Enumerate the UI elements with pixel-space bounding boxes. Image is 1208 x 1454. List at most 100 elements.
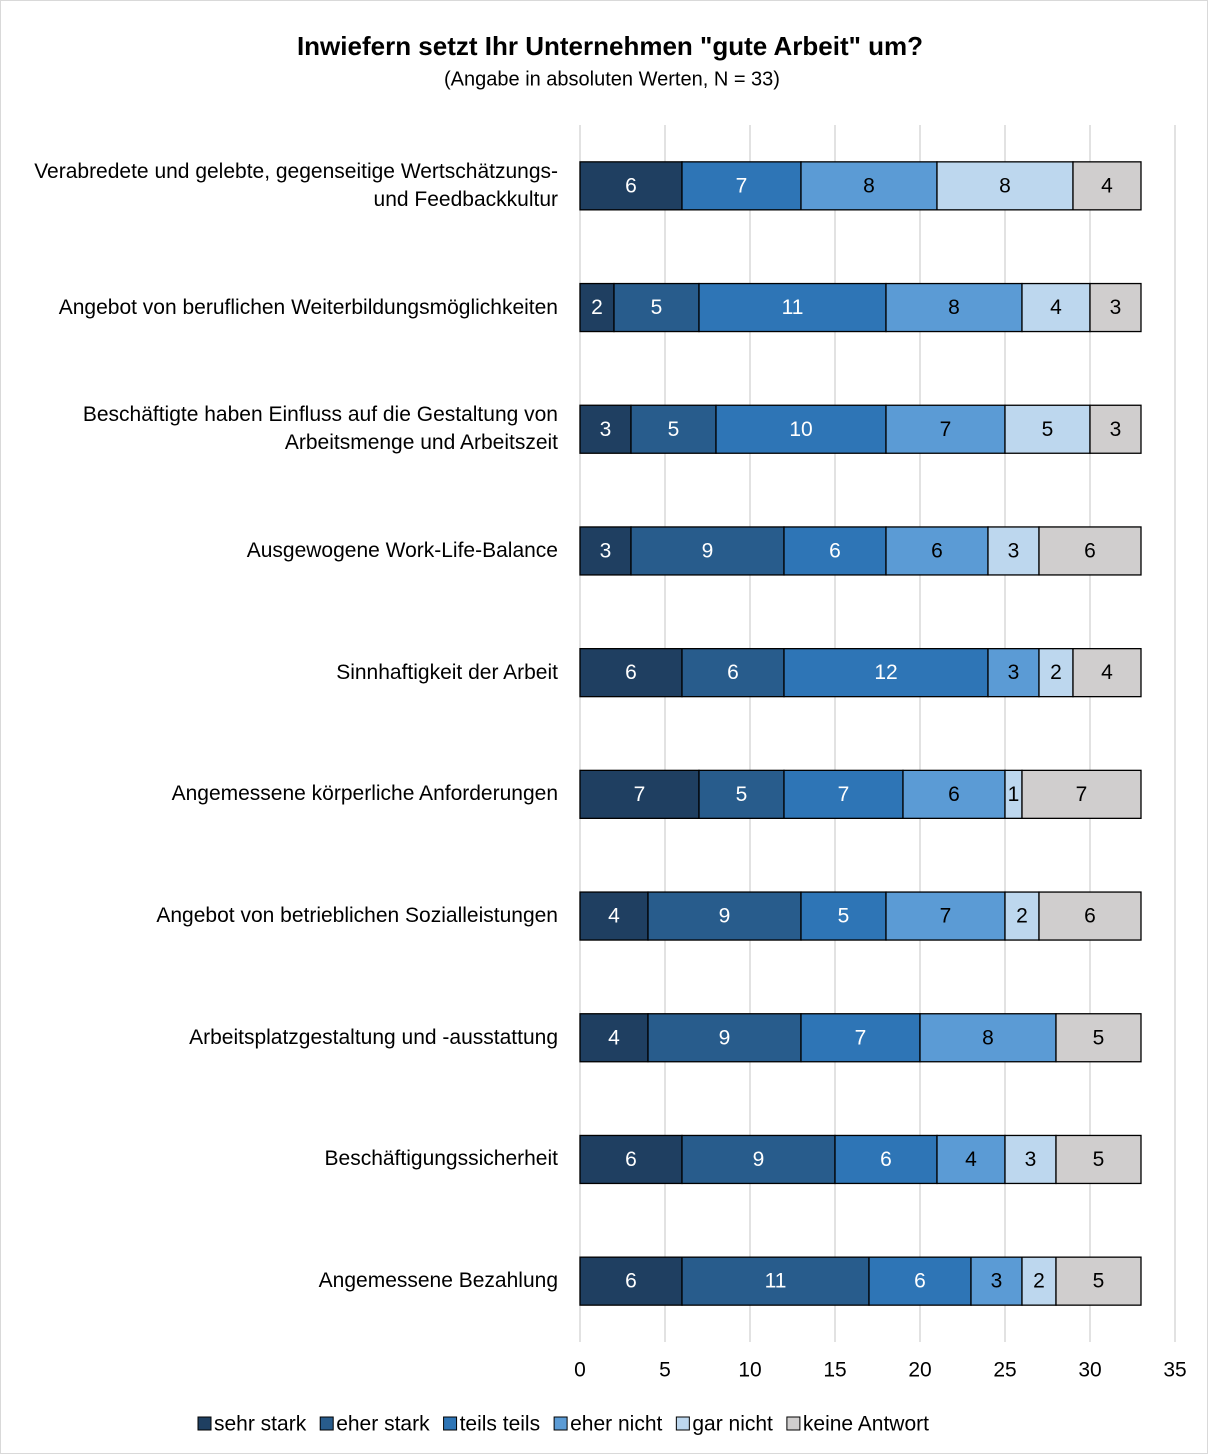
bar-segment (1021, 769, 1142, 819)
data-label: 3 (600, 418, 612, 441)
data-label: 3 (991, 1270, 1003, 1293)
bar-segment (919, 1013, 1057, 1063)
legend-label: gar nicht (692, 1413, 773, 1436)
legend-label: sehr stark (214, 1413, 307, 1436)
data-label: 6 (727, 661, 739, 684)
bar-segment (1089, 404, 1142, 454)
data-label: 9 (753, 1148, 765, 1171)
legend-swatch (786, 1416, 801, 1431)
legend: sehr stark eher stark teils teils eher nich… (197, 1413, 929, 1436)
bar-segment (885, 891, 1006, 941)
category-label: Angemessene körperliche Anforderungen (171, 782, 558, 806)
legend-label: teils teils (460, 1413, 541, 1436)
legend-swatch (443, 1416, 458, 1431)
data-label: 11 (765, 1270, 787, 1293)
category-label: Sinnhaftigkeit der Arbeit (336, 660, 558, 684)
bar-segment (579, 404, 632, 454)
category-label: Angebot von beruflichen Weiterbildungsmö… (58, 295, 558, 319)
bar-segment (579, 526, 632, 576)
data-label: 4 (965, 1148, 977, 1171)
legend-swatch (553, 1416, 568, 1431)
bar-segment (1038, 648, 1074, 698)
bar-segment (681, 1256, 870, 1306)
data-label: 8 (982, 1026, 994, 1049)
data-label: 6 (829, 539, 841, 562)
bar-segment (783, 648, 989, 698)
x-tick-label: 5 (659, 1359, 671, 1382)
data-label: 8 (948, 296, 960, 319)
data-label: 5 (1042, 418, 1054, 441)
data-label: 7 (1076, 783, 1088, 806)
bar-segment (987, 648, 1040, 698)
data-label: 5 (668, 418, 680, 441)
bar-segment (868, 1256, 972, 1306)
legend-label: keine Antwort (803, 1413, 929, 1436)
bar-segment (1038, 526, 1142, 576)
data-label: 6 (625, 1148, 637, 1171)
data-label: 9 (719, 1026, 731, 1049)
bar-segment (579, 1013, 649, 1063)
data-label: 3 (1025, 1148, 1037, 1171)
bar-segment (1089, 282, 1142, 333)
bar-segment (936, 1134, 1006, 1185)
legend-swatch (197, 1416, 212, 1431)
category-label: Angemessene Bezahlung (318, 1269, 558, 1293)
bar-segment (1004, 404, 1091, 454)
x-tick-label: 15 (823, 1359, 846, 1382)
bar-segment (902, 769, 1006, 819)
data-label: 8 (999, 174, 1011, 197)
bar-segment (579, 1134, 683, 1185)
data-label: 5 (1093, 1026, 1105, 1049)
bar-segment (681, 648, 785, 698)
data-label: 6 (1084, 539, 1096, 562)
x-tick-label: 25 (993, 1359, 1016, 1382)
legend-swatch (319, 1416, 334, 1431)
bar-segment (1055, 1013, 1142, 1063)
legend-label: eher stark (336, 1413, 430, 1436)
category-label: Beschäftigte haben Einfluss auf die Gest… (82, 403, 558, 455)
data-label: 6 (1084, 905, 1096, 928)
legend-swatch (675, 1416, 690, 1431)
category-label: Arbeitsplatzgestaltung und -ausstattung (189, 1025, 558, 1049)
data-label: 4 (1050, 296, 1062, 319)
category-label: Beschäftigungssicherheit (324, 1147, 558, 1171)
data-label: 4 (1101, 661, 1113, 684)
bar-segment (630, 526, 785, 576)
data-label: 4 (1101, 174, 1113, 197)
bar-segment (885, 526, 989, 576)
x-tick-label: 35 (1163, 1359, 1186, 1382)
data-label: 6 (880, 1148, 892, 1171)
bar-segment (1038, 891, 1142, 941)
x-tick-label: 0 (574, 1359, 586, 1382)
x-tick-label: 30 (1078, 1359, 1101, 1382)
bar-segment (834, 1134, 938, 1185)
bar-segment (1055, 1134, 1142, 1185)
bar-segment (1021, 282, 1091, 333)
data-label: 6 (931, 539, 943, 562)
category-label: Verabredete und gelebte, gegenseitige We… (34, 159, 558, 211)
data-label: 5 (1093, 1148, 1105, 1171)
data-label: 5 (838, 905, 850, 928)
data-label: 4 (608, 1026, 620, 1049)
bar-segment (579, 1256, 683, 1306)
data-label: 4 (608, 905, 620, 928)
chart-subtitle: (Angabe in absoluten Werten, N = 33) (444, 68, 780, 90)
data-label: 3 (1008, 661, 1020, 684)
data-label: 5 (1093, 1270, 1105, 1293)
bar-segment (579, 648, 683, 698)
data-label: 5 (651, 296, 663, 319)
bar-segment (1004, 1134, 1057, 1185)
bar-segment (681, 1134, 836, 1185)
bar-segment (1021, 1256, 1057, 1306)
bar-segment (1072, 648, 1142, 698)
data-label: 7 (736, 174, 748, 197)
data-label: 6 (914, 1270, 926, 1293)
data-label: 7 (940, 905, 952, 928)
data-label: 2 (1033, 1270, 1045, 1293)
bar-segment (681, 161, 802, 211)
bar-segment (783, 526, 887, 576)
data-label: 5 (736, 783, 748, 806)
x-tick-label: 10 (738, 1359, 761, 1382)
bar-segment (579, 161, 683, 211)
